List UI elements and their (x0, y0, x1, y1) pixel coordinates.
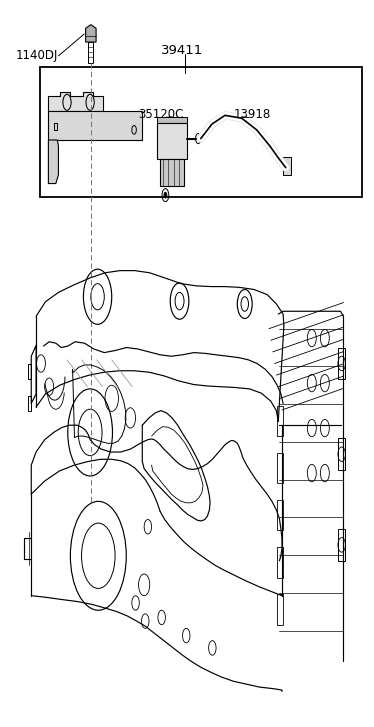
Polygon shape (157, 123, 187, 159)
Bar (53, 123, 57, 130)
Bar (338, 438, 345, 470)
Polygon shape (48, 111, 142, 140)
Polygon shape (157, 117, 187, 123)
Bar (88, 42, 94, 63)
Bar (277, 500, 283, 531)
Text: 39411: 39411 (161, 44, 203, 57)
Polygon shape (28, 396, 31, 411)
Bar (338, 348, 345, 379)
Circle shape (164, 192, 167, 198)
Polygon shape (48, 140, 58, 183)
Polygon shape (160, 159, 184, 186)
Text: 13918: 13918 (234, 108, 271, 121)
Polygon shape (28, 364, 31, 379)
Bar (277, 453, 283, 483)
Text: 1140DJ: 1140DJ (16, 49, 58, 63)
Bar (277, 594, 283, 624)
Bar (40, 68, 362, 196)
Bar (277, 406, 283, 436)
Text: 35120C: 35120C (138, 108, 184, 121)
Circle shape (196, 134, 201, 144)
Bar (277, 547, 283, 577)
Bar (338, 529, 345, 561)
Polygon shape (86, 25, 96, 42)
Bar (283, 158, 291, 174)
Polygon shape (48, 92, 103, 111)
